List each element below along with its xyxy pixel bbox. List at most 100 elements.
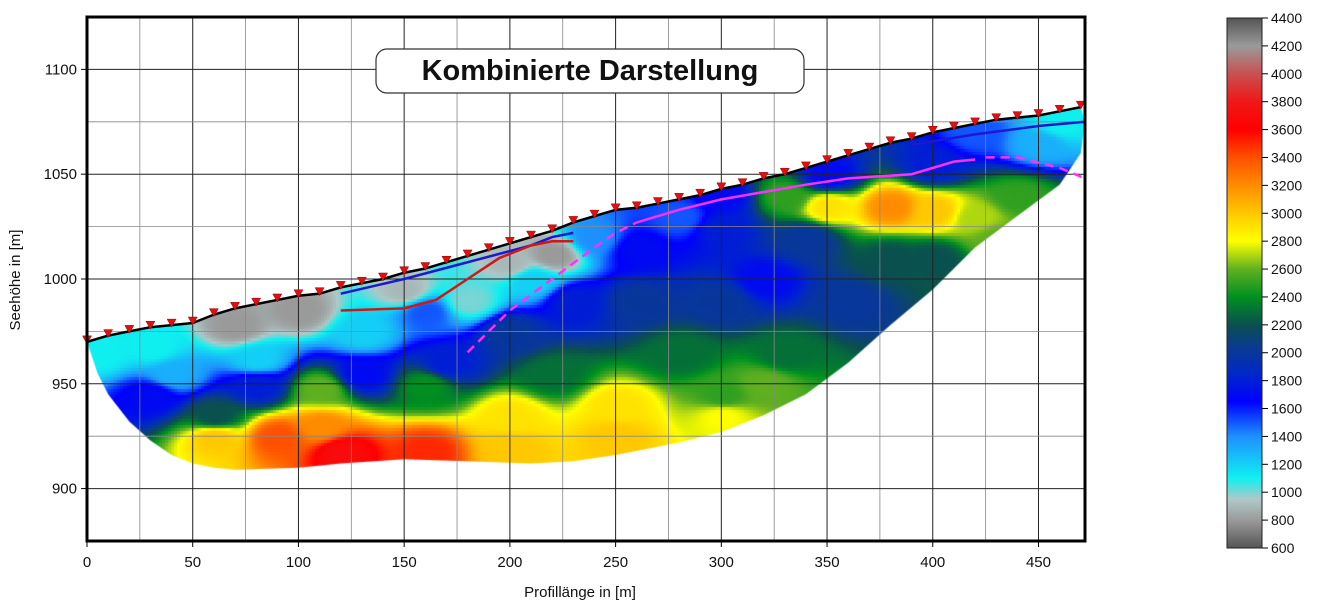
blue-interface-line <box>340 231 574 295</box>
geophone-marker <box>230 302 240 311</box>
geophone-marker <box>483 243 494 253</box>
geophone-marker <box>251 297 262 307</box>
colorbar-tick-label: 1800 <box>1271 373 1302 389</box>
geophone-marker <box>970 117 980 127</box>
geophone-marker <box>378 272 388 282</box>
colorbar-tick-label: 3400 <box>1271 149 1302 165</box>
colorbar-ticks: 4400 4200 4000 3800 3600 3400 3200 3000 2800 2600… <box>1262 10 1302 556</box>
x-tick-label: 0 <box>83 554 91 571</box>
colorbar-tick-label: 1200 <box>1271 456 1302 472</box>
colorbar-tick-label: 2400 <box>1271 289 1302 305</box>
geophone-marker <box>779 167 790 177</box>
x-axis-label: Profillänge in [m] <box>524 584 636 601</box>
y-tick-label: 1000 <box>44 271 77 288</box>
x-tick-label: 100 <box>286 554 311 571</box>
colorbar-tick-label: 3200 <box>1271 177 1302 193</box>
geophone-marker <box>568 216 579 225</box>
geophone-marker <box>399 266 410 276</box>
geophone-marker <box>716 182 727 192</box>
x-tick-label: 250 <box>603 554 628 571</box>
colorbar-tick-label: 3600 <box>1271 122 1302 138</box>
geophone-marker <box>1012 111 1023 121</box>
geophone-marker <box>758 172 769 181</box>
geophone-marker <box>631 201 642 211</box>
geophone-marker <box>737 178 748 188</box>
colorbar-tick-label: 1400 <box>1271 428 1302 444</box>
geophone-marker <box>1054 105 1065 114</box>
geophone-marker <box>822 155 832 165</box>
colorbar-tick-label: 4400 <box>1271 10 1302 26</box>
colorbar <box>1226 17 1263 549</box>
colorbar-tick-label: 4200 <box>1271 38 1302 54</box>
colorbar-tick-label: 2000 <box>1271 345 1302 361</box>
geophone-marker <box>272 293 283 303</box>
geophone-marker <box>420 262 431 272</box>
geophone-marker <box>293 289 304 299</box>
geophone-marker <box>356 276 367 286</box>
x-tick-label: 400 <box>920 554 945 571</box>
x-tick-label: 50 <box>184 554 201 571</box>
red-interface-line <box>340 240 574 312</box>
geophone-marker <box>526 230 536 240</box>
geophone-marker <box>589 209 600 219</box>
geophone-marker <box>166 318 177 328</box>
magenta-dashed-right-line <box>985 156 1086 180</box>
colorbar-tick-label: 600 <box>1271 540 1295 556</box>
x-tick-label: 350 <box>815 554 840 571</box>
chart-title: Kombinierte Darstellung <box>422 55 759 87</box>
magenta-solid-line <box>636 158 976 224</box>
title-box <box>375 48 805 94</box>
blue-interface-right-line <box>911 120 1086 147</box>
colorbar-tick-label: 2800 <box>1271 233 1302 249</box>
geophone-marker <box>991 113 1002 123</box>
y-tick-label: 900 <box>52 481 77 498</box>
geophone-marker <box>906 132 917 142</box>
grid <box>86 16 1085 541</box>
geophone-marker <box>864 142 875 152</box>
y-axis-label: Seehöhe in [m] <box>7 230 24 331</box>
x-tick-label: 150 <box>392 554 417 571</box>
geophone-marker <box>441 255 452 265</box>
geophone-marker <box>462 249 473 259</box>
colorbar-tick-label: 800 <box>1271 512 1295 528</box>
geophone-marker <box>610 203 621 213</box>
x-axis: 0 50 100 150 200 250 300 350 400 450 <box>83 541 1051 571</box>
colorbar-tick-label: 1000 <box>1271 484 1302 500</box>
geophone-marker <box>1033 109 1044 119</box>
interpretation-lines <box>82 100 1086 354</box>
y-tick-label: 1050 <box>44 166 77 183</box>
geophone-marker <box>843 149 854 158</box>
geophone-marker <box>187 316 198 326</box>
geophone-marker <box>145 320 156 330</box>
y-axis: 900 950 1000 1050 1100 <box>44 61 87 498</box>
y-tick-label: 950 <box>52 376 77 393</box>
geophone-marker <box>504 237 515 246</box>
geophone-marker <box>652 197 663 207</box>
colorbar-tick-label: 1600 <box>1271 401 1302 417</box>
geophone-marker <box>335 281 346 290</box>
geophone-marker <box>314 287 325 297</box>
colorbar-tick-label: 3000 <box>1271 205 1302 221</box>
colorbar-tick-label: 2600 <box>1271 261 1302 277</box>
geophone-marker <box>1075 100 1086 110</box>
x-tick-label: 300 <box>709 554 734 571</box>
geophone-marker <box>948 121 959 131</box>
magenta-dashed-line <box>466 221 638 354</box>
geophone-marker <box>695 188 706 198</box>
geophone-marker <box>800 161 811 171</box>
colorbar-tick-label: 4000 <box>1271 66 1302 82</box>
geophone-marker <box>208 308 219 318</box>
geophone-marker <box>103 329 114 339</box>
geophone-marker <box>927 126 938 135</box>
colorbar-tick-label: 3800 <box>1271 94 1302 110</box>
geophone-marker <box>674 193 684 202</box>
topography-line <box>86 105 1082 344</box>
geophone-marker <box>547 224 558 234</box>
x-tick-label: 450 <box>1026 554 1051 571</box>
x-tick-label: 200 <box>497 554 522 571</box>
y-tick-label: 1100 <box>45 61 77 78</box>
colorbar-tick-label: 2200 <box>1271 317 1302 333</box>
